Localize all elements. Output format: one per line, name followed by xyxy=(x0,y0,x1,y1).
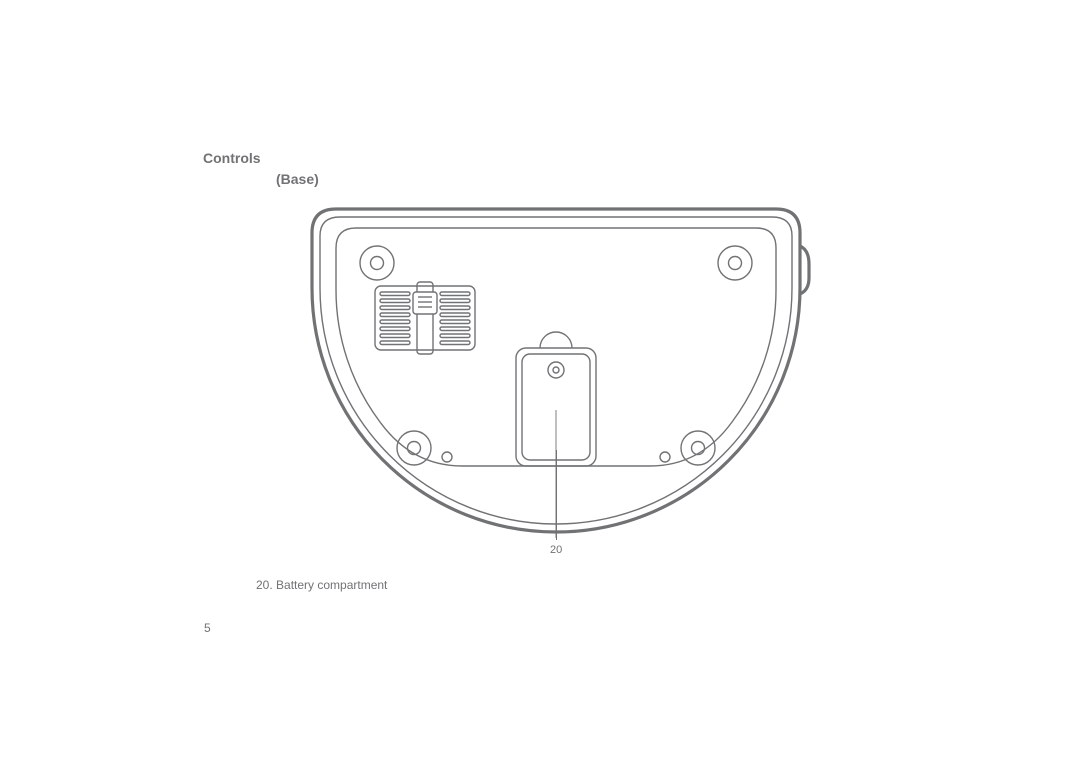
callout-label-battery-compartment: 20. Battery compartment xyxy=(256,578,387,592)
device-outline xyxy=(312,209,809,532)
page-number: 5 xyxy=(204,621,211,635)
callout-number-20: 20 xyxy=(550,544,562,556)
heading-controls: Controls xyxy=(203,150,261,166)
heading-base: (Base) xyxy=(276,171,319,187)
vent-grille xyxy=(375,282,475,354)
callout-leader-extension xyxy=(556,450,557,540)
